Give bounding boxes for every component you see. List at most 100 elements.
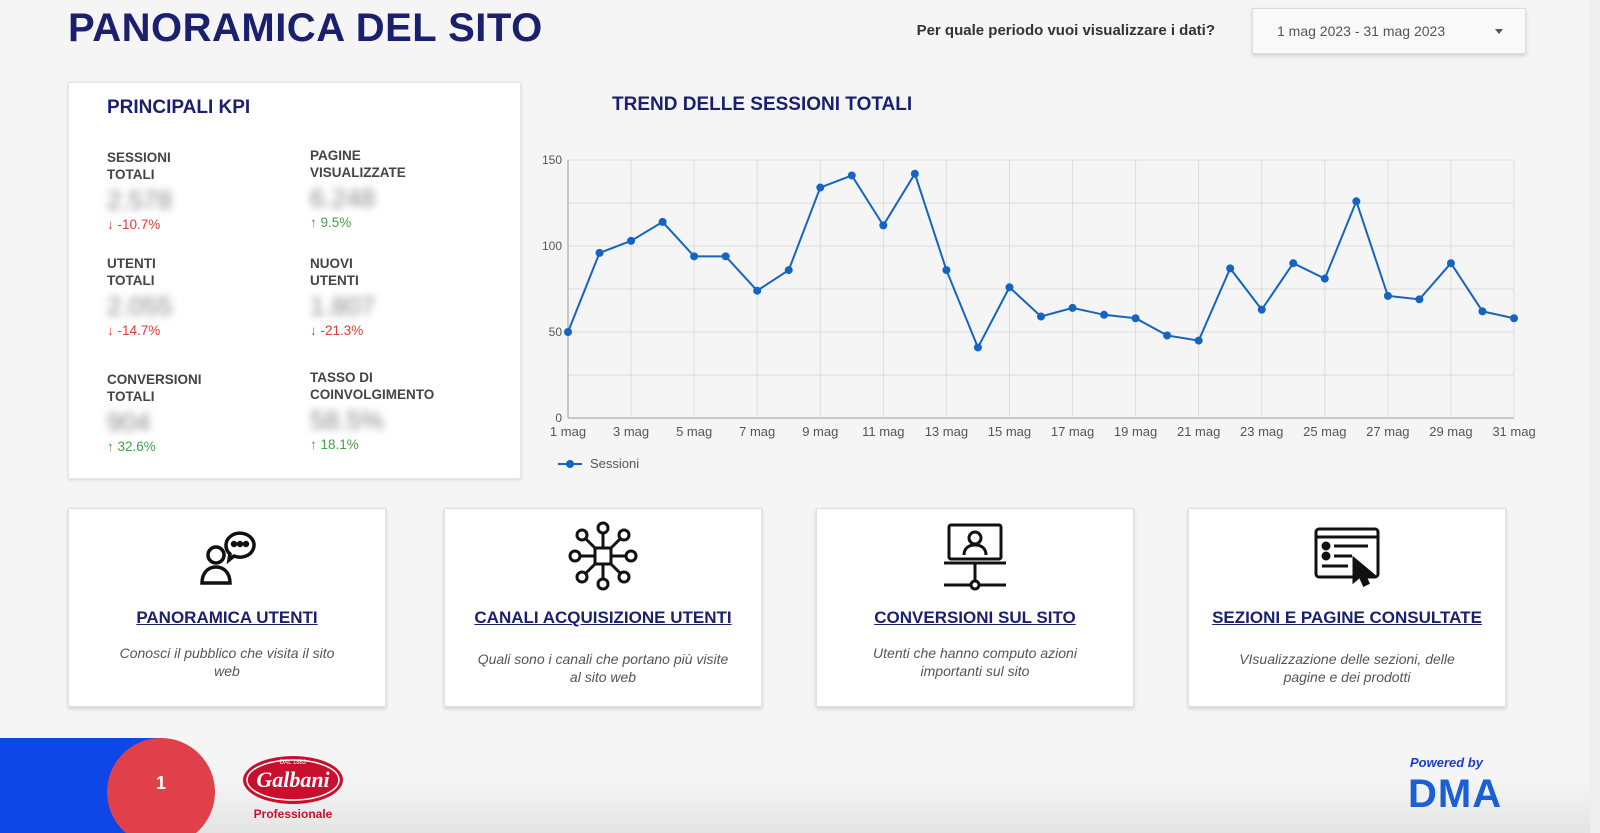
data-point	[1100, 310, 1109, 319]
kpi-value: 1.807	[310, 291, 376, 321]
kpi-label: UTENTI TOTALI	[107, 256, 156, 288]
nav-card-title[interactable]: PANORAMICA UTENTI	[136, 608, 318, 627]
page-number-badge[interactable]: 1	[107, 738, 215, 833]
x-tick-label: 11 mag	[862, 424, 904, 439]
x-tick-label: 3 mag	[613, 424, 649, 439]
y-tick-label: 150	[542, 153, 562, 167]
data-point	[627, 236, 636, 245]
x-tick-label: 15 mag	[988, 424, 1031, 439]
arrow-down-icon: ↓	[107, 323, 118, 338]
x-tick-label: 17 mag	[1051, 424, 1094, 439]
nav-card-canali-acquisizione[interactable]: CANALI ACQUISIZIONE UTENTI Quali sono i …	[444, 508, 762, 707]
data-point	[1383, 291, 1392, 300]
users-chat-icon	[192, 521, 262, 591]
data-point	[973, 343, 982, 352]
kpi-panel-title: PRINCIPALI KPI	[107, 97, 251, 118]
data-point	[1415, 295, 1424, 304]
x-tick-label: 13 mag	[925, 424, 968, 439]
kpi-delta: ↑ 32.6%	[107, 439, 156, 454]
kpi-delta: ↓ -21.3%	[310, 323, 364, 338]
legend-swatch-dot	[566, 460, 574, 468]
x-tick-label: 19 mag	[1114, 424, 1157, 439]
x-tick-label: 27 mag	[1366, 424, 1409, 439]
arrow-down-icon: ↓	[107, 217, 118, 232]
nav-card-title[interactable]: SEZIONI E PAGINE CONSULTATE	[1212, 608, 1482, 627]
kpi-value: 2.055	[107, 291, 173, 321]
sessions-trend-chart: 0 50 100 150 1 mag 3 mag 5 mag 7 mag 9 mag 11 mag…	[542, 153, 1536, 471]
x-tick-label: 1 mag	[550, 424, 586, 439]
x-tick-label: 25 mag	[1303, 424, 1346, 439]
x-tick-label: 5 mag	[676, 424, 712, 439]
period-label: Per quale periodo vuoi visualizzare i da…	[916, 22, 1215, 39]
kpi-label: SESSIONI TOTALI	[107, 150, 171, 182]
svg-text:Galbani: Galbani	[256, 767, 330, 792]
kpi-conversioni-totali: CONVERSIONI TOTALI 904 ↑ 32.6%	[107, 371, 287, 454]
svg-text:Professionale: Professionale	[254, 807, 333, 821]
data-point	[1257, 305, 1266, 314]
svg-text:DAL 1882: DAL 1882	[280, 760, 307, 766]
nav-card-title[interactable]: CANALI ACQUISIZIONE UTENTI	[474, 608, 732, 627]
nav-card-panoramica-utenti[interactable]: PANORAMICA UTENTI Conosci il pubblico ch…	[68, 508, 386, 707]
data-point	[784, 266, 793, 275]
kpi-delta: ↑ 18.1%	[310, 437, 359, 452]
webpage-click-icon	[1312, 521, 1382, 591]
y-tick-label: 50	[549, 325, 563, 339]
data-point	[1068, 303, 1077, 312]
page-title: PANORAMICA DEL SITO	[68, 6, 543, 50]
kpi-value: 904	[107, 407, 151, 437]
nav-card-sezioni-pagine[interactable]: SEZIONI E PAGINE CONSULTATE VIsualizzazi…	[1188, 508, 1506, 707]
data-point	[1163, 331, 1172, 340]
data-point	[879, 221, 888, 230]
data-point	[1005, 283, 1014, 292]
data-point	[721, 252, 730, 261]
chevron-down-icon	[1495, 29, 1503, 34]
nav-card-conversioni[interactable]: CONVERSIONI SUL SITO Utenti che hanno co…	[816, 508, 1134, 707]
kpi-pagine-visualizzate: PAGINE VISUALIZZATE 6.248 ↑ 9.5%	[310, 147, 490, 230]
arrow-down-icon: ↓	[310, 323, 321, 338]
nav-card-title[interactable]: CONVERSIONI SUL SITO	[874, 608, 1076, 627]
kpi-label: PAGINE VISUALIZZATE	[310, 148, 406, 180]
arrow-up-icon: ↑	[310, 215, 321, 230]
arrow-up-icon: ↑	[107, 439, 118, 454]
data-point	[1194, 336, 1203, 345]
nav-card-desc: VIsualizzazione delle sezioni, delle pag…	[1239, 651, 1455, 685]
kpi-tasso-coinvolgimento: TASSO DI COINVOLGIMENTO 58.5% ↑ 18.1%	[310, 369, 490, 452]
data-point	[1226, 264, 1235, 273]
data-point	[753, 286, 762, 295]
data-point	[1478, 307, 1487, 316]
data-point	[1037, 312, 1045, 321]
kpi-delta: ↓ -10.7%	[107, 217, 161, 232]
nav-card-desc: Conosci il pubblico che visita il sito w…	[119, 645, 335, 679]
kpi-delta: ↓ -14.7%	[107, 323, 161, 338]
x-tick-label: 31 mag	[1492, 424, 1535, 439]
y-tick-label: 0	[555, 411, 562, 425]
kpi-label: NUOVI UTENTI	[310, 256, 359, 288]
laptop-user-icon	[940, 521, 1010, 591]
data-point	[847, 171, 856, 180]
data-point	[910, 169, 919, 178]
kpi-delta: ↑ 9.5%	[310, 215, 352, 230]
x-tick-label: 21 mag	[1177, 424, 1220, 439]
nav-card-desc: Utenti che hanno computo azioni importan…	[873, 645, 1077, 679]
date-range-value: 1 mag 2023 - 31 mag 2023	[1277, 23, 1446, 39]
kpi-label: CONVERSIONI TOTALI	[107, 372, 202, 404]
galbani-logo: DAL 1882 Galbani Professionale	[243, 752, 347, 822]
chart-title: TREND DELLE SESSIONI TOTALI	[612, 94, 913, 115]
data-point	[1289, 259, 1298, 268]
data-point	[658, 217, 667, 226]
dma-logo: DMA	[1408, 772, 1503, 816]
data-point	[816, 183, 825, 192]
network-channels-icon	[568, 521, 638, 591]
scrollbar[interactable]	[1590, 0, 1600, 833]
data-point	[1446, 259, 1455, 268]
arrow-up-icon: ↑	[310, 437, 321, 452]
kpi-value: 2.578	[107, 185, 173, 215]
data-point	[595, 248, 604, 257]
kpi-label: TASSO DI COINVOLGIMENTO	[310, 370, 435, 402]
x-tick-label: 23 mag	[1240, 424, 1283, 439]
x-tick-label: 7 mag	[739, 424, 775, 439]
date-range-picker[interactable]: 1 mag 2023 - 31 mag 2023	[1252, 8, 1526, 54]
data-point	[1352, 197, 1361, 206]
series-line-sessioni	[567, 171, 1515, 350]
data-point	[1320, 274, 1329, 283]
